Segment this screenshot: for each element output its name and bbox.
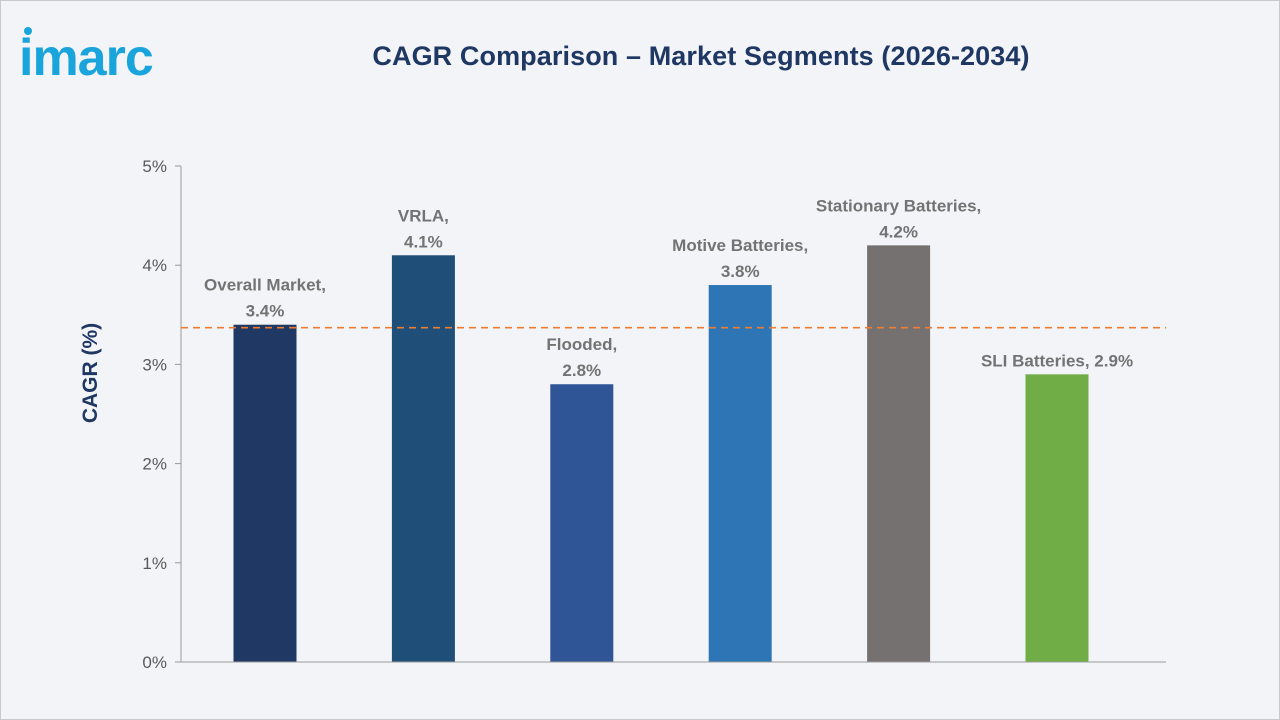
data-label: 3.8% <box>721 262 760 281</box>
y-axis-title: CAGR (%) <box>79 323 102 423</box>
y-tick-label: 1% <box>142 554 167 573</box>
data-label: Overall Market, <box>204 276 326 295</box>
data-label: 2.8% <box>562 361 601 380</box>
logo-text: imarc <box>19 29 153 85</box>
bar-flooded <box>550 384 614 662</box>
y-tick-label: 5% <box>142 157 167 176</box>
imarc-logo: imarc <box>19 27 209 87</box>
bar-stationary-batteries <box>867 245 931 663</box>
y-tick-label: 4% <box>142 256 167 275</box>
imarc-logo-graphic: imarc <box>19 27 154 87</box>
bar-motive-batteries <box>708 285 772 662</box>
bar-sli-batteries <box>1025 374 1089 662</box>
data-label: Stationary Batteries, <box>816 196 981 215</box>
data-label: SLI Batteries, 2.9% <box>981 351 1133 370</box>
data-label: VRLA, <box>398 206 449 225</box>
bar-vrla <box>391 255 455 662</box>
y-tick-label: 0% <box>142 653 167 672</box>
bar-overall-market <box>233 324 297 662</box>
data-label: Motive Batteries, <box>672 236 808 255</box>
data-label: 3.4% <box>246 302 285 321</box>
y-tick-label: 2% <box>142 455 167 474</box>
y-tick-label: 3% <box>142 355 167 374</box>
data-label: 4.1% <box>404 232 443 251</box>
data-label: Flooded, <box>546 335 617 354</box>
chart-title: CAGR Comparison – Market Segments (2026-… <box>372 41 1030 71</box>
data-label: 4.2% <box>879 222 918 241</box>
